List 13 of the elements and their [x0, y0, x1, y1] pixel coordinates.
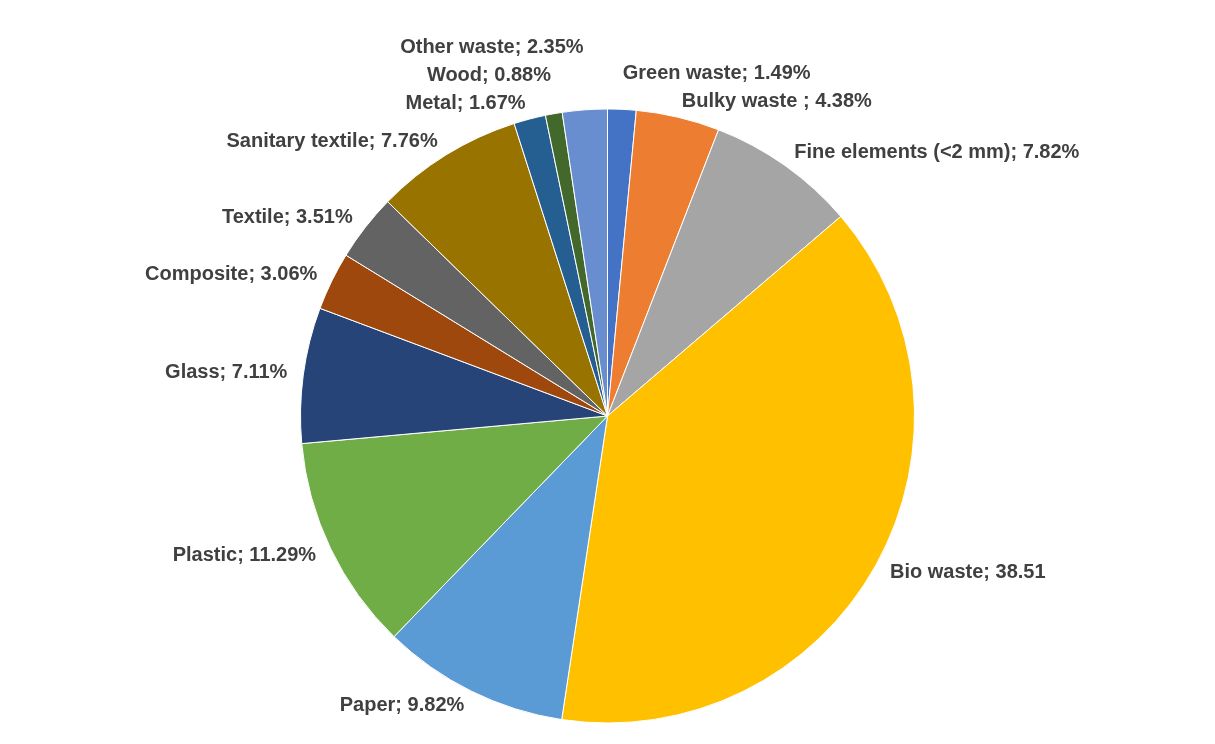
slice-label: Other waste; 2.35%: [400, 35, 584, 58]
slice-label: Green waste; 1.49%: [622, 61, 811, 84]
slice-label: Metal; 1.67%: [405, 91, 526, 114]
slice-label: Bulky waste ; 4.38%: [681, 89, 873, 112]
slice-label: Wood; 0.88%: [426, 63, 552, 86]
slice-label: Sanitary textile; 7.76%: [226, 128, 438, 151]
slice-label: Glass; 7.11%: [165, 360, 288, 383]
slice-label: Textile; 3.51%: [221, 205, 353, 227]
slice-label: Plastic; 11.29%: [172, 542, 317, 565]
slice-label: Fine elements (<2 mm); 7.82%: [794, 140, 1080, 163]
slice-label: Paper; 9.82%: [339, 693, 465, 716]
slice-label: Composite; 3.06%: [145, 261, 318, 284]
slice-label: Bio waste; 38.51: [889, 560, 1046, 583]
